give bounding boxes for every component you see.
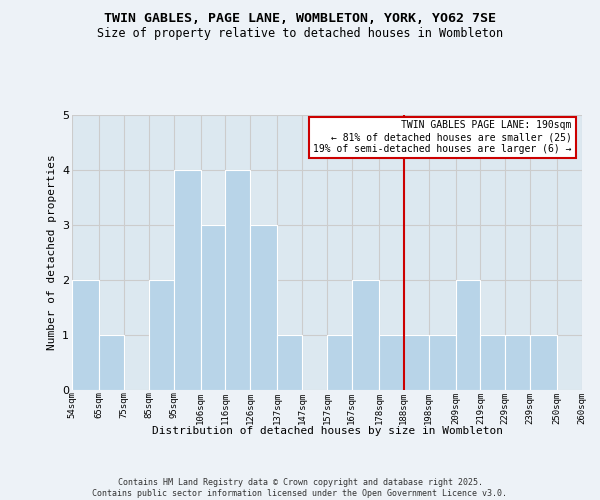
Text: TWIN GABLES, PAGE LANE, WOMBLETON, YORK, YO62 7SE: TWIN GABLES, PAGE LANE, WOMBLETON, YORK,… <box>104 12 496 26</box>
Bar <box>226 170 250 390</box>
Bar <box>250 225 277 390</box>
Bar <box>72 280 99 390</box>
Bar <box>481 335 505 390</box>
Text: TWIN GABLES PAGE LANE: 190sqm
← 81% of detached houses are smaller (25)
19% of s: TWIN GABLES PAGE LANE: 190sqm ← 81% of d… <box>313 120 572 154</box>
Bar <box>173 170 201 390</box>
Text: Contains HM Land Registry data © Crown copyright and database right 2025.
Contai: Contains HM Land Registry data © Crown c… <box>92 478 508 498</box>
Bar <box>99 335 124 390</box>
Bar <box>505 335 530 390</box>
Bar <box>201 225 226 390</box>
Bar <box>352 280 379 390</box>
Bar <box>530 335 557 390</box>
Bar <box>149 280 173 390</box>
Bar <box>327 335 352 390</box>
Bar <box>456 280 481 390</box>
Y-axis label: Number of detached properties: Number of detached properties <box>47 154 56 350</box>
Bar <box>379 335 404 390</box>
X-axis label: Distribution of detached houses by size in Wombleton: Distribution of detached houses by size … <box>151 426 503 436</box>
Bar <box>428 335 456 390</box>
Bar <box>404 335 428 390</box>
Bar <box>277 335 302 390</box>
Text: Size of property relative to detached houses in Wombleton: Size of property relative to detached ho… <box>97 28 503 40</box>
